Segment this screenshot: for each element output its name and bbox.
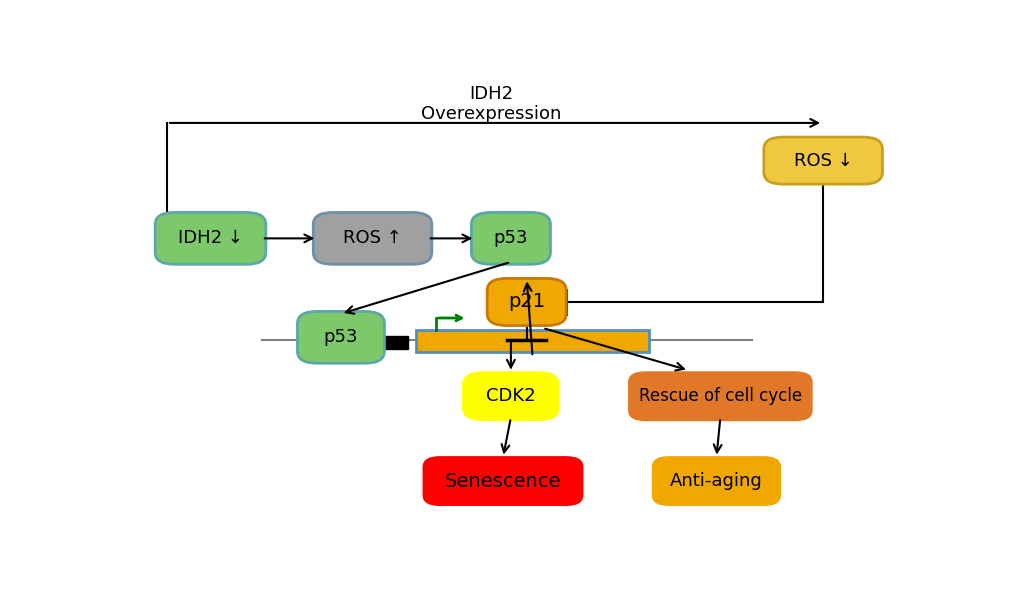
FancyBboxPatch shape — [463, 373, 557, 420]
FancyBboxPatch shape — [652, 458, 779, 505]
FancyBboxPatch shape — [763, 137, 881, 184]
FancyBboxPatch shape — [155, 212, 266, 264]
FancyBboxPatch shape — [487, 278, 566, 326]
Text: IDH2
Overexpression: IDH2 Overexpression — [421, 84, 560, 124]
Text: Anti-aging: Anti-aging — [669, 472, 762, 490]
Bar — [416, 330, 649, 353]
Bar — [336, 336, 408, 349]
Text: p21: p21 — [507, 293, 545, 312]
Text: IDH2 ↓: IDH2 ↓ — [178, 230, 243, 247]
Text: p53: p53 — [493, 230, 528, 247]
FancyBboxPatch shape — [298, 312, 384, 364]
Text: CDK2: CDK2 — [486, 387, 535, 405]
Text: Senescence: Senescence — [444, 472, 560, 491]
FancyBboxPatch shape — [471, 212, 550, 264]
FancyBboxPatch shape — [629, 373, 810, 420]
Text: p53: p53 — [323, 328, 358, 346]
FancyBboxPatch shape — [424, 458, 582, 505]
FancyBboxPatch shape — [313, 212, 431, 264]
Text: ROS ↑: ROS ↑ — [342, 230, 401, 247]
Text: Rescue of cell cycle: Rescue of cell cycle — [638, 387, 801, 405]
Text: ROS ↓: ROS ↓ — [793, 152, 852, 170]
